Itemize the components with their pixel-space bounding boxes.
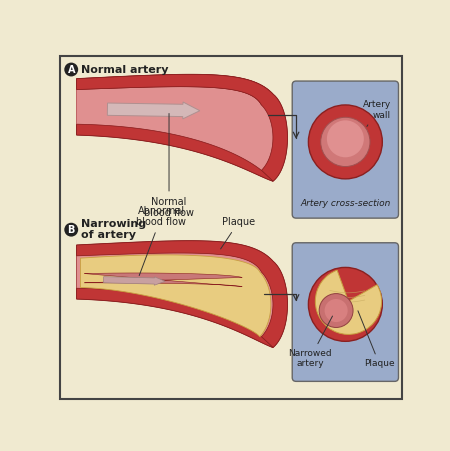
Text: Narrowed
artery: Narrowed artery: [288, 316, 333, 368]
Polygon shape: [76, 241, 288, 347]
Circle shape: [308, 267, 382, 341]
Text: Artery
wall: Artery wall: [363, 100, 391, 126]
FancyBboxPatch shape: [292, 243, 399, 382]
Text: Normal
blood flow: Normal blood flow: [144, 114, 194, 218]
Text: Artery cross-section: Artery cross-section: [300, 199, 391, 208]
Polygon shape: [76, 74, 288, 181]
FancyArrow shape: [104, 276, 165, 285]
Polygon shape: [76, 87, 273, 170]
Polygon shape: [76, 241, 288, 347]
Polygon shape: [84, 273, 242, 287]
Text: Abnormal
blood flow: Abnormal blood flow: [136, 206, 186, 276]
Text: A: A: [68, 64, 75, 74]
Text: Plaque: Plaque: [220, 217, 255, 249]
Polygon shape: [76, 253, 273, 337]
Text: Normal artery: Normal artery: [81, 64, 169, 74]
FancyArrow shape: [107, 102, 200, 119]
Circle shape: [321, 117, 370, 166]
Polygon shape: [76, 74, 288, 181]
Circle shape: [319, 294, 353, 327]
FancyBboxPatch shape: [292, 81, 399, 218]
Polygon shape: [76, 124, 273, 181]
Circle shape: [324, 299, 348, 322]
Circle shape: [64, 63, 78, 77]
Circle shape: [327, 120, 364, 157]
Wedge shape: [315, 270, 382, 334]
Text: Plaque: Plaque: [358, 311, 395, 368]
Circle shape: [64, 223, 78, 237]
Polygon shape: [76, 288, 273, 347]
Text: Narrowing
of artery: Narrowing of artery: [81, 219, 146, 240]
Text: B: B: [68, 225, 75, 235]
Polygon shape: [81, 255, 271, 337]
Circle shape: [308, 105, 382, 179]
Polygon shape: [76, 74, 273, 105]
